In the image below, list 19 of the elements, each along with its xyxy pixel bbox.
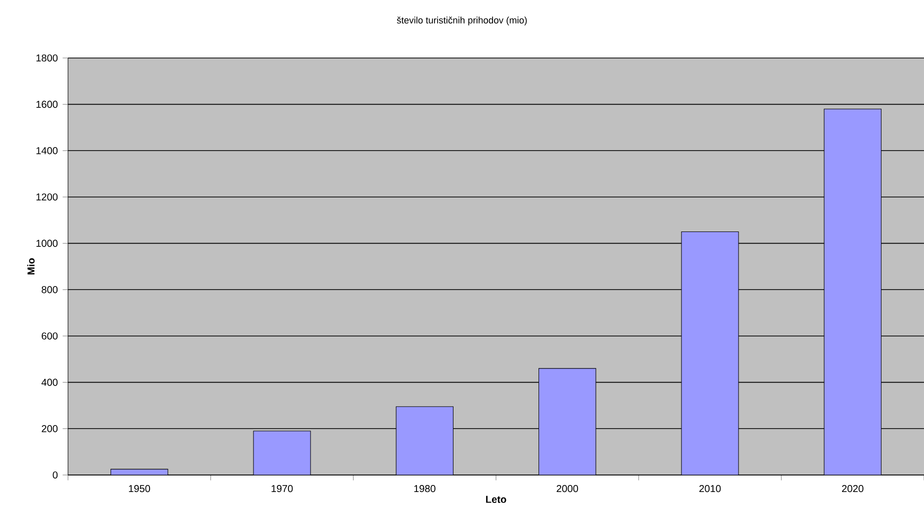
y-tick-label: 200 — [42, 425, 58, 432]
x-tick-label: 2010 — [699, 485, 721, 492]
y-tick-label: 1000 — [36, 240, 58, 247]
y-tick-label: 1200 — [36, 193, 58, 201]
y-tick-label: 400 — [42, 378, 58, 386]
y-tick-label: 1600 — [36, 100, 58, 108]
chart-title: število turističnih prihodov (mio) — [396, 16, 527, 26]
x-tick-label: 1950 — [128, 485, 150, 492]
y-tick-label: 1800 — [36, 54, 58, 62]
y-tick-label: 600 — [42, 332, 58, 340]
x-tick-label: 1970 — [272, 485, 293, 492]
y-axis-title: Mio — [27, 258, 35, 274]
x-tick-label: 2020 — [842, 485, 864, 492]
x-axis-title: Leto — [486, 496, 506, 503]
y-tick-label: 1400 — [36, 147, 58, 154]
y-tick-label: 0 — [52, 471, 58, 479]
x-tick-label: 2000 — [556, 485, 578, 492]
x-tick-label: 1980 — [414, 485, 436, 492]
y-tick-label: 800 — [42, 286, 58, 294]
